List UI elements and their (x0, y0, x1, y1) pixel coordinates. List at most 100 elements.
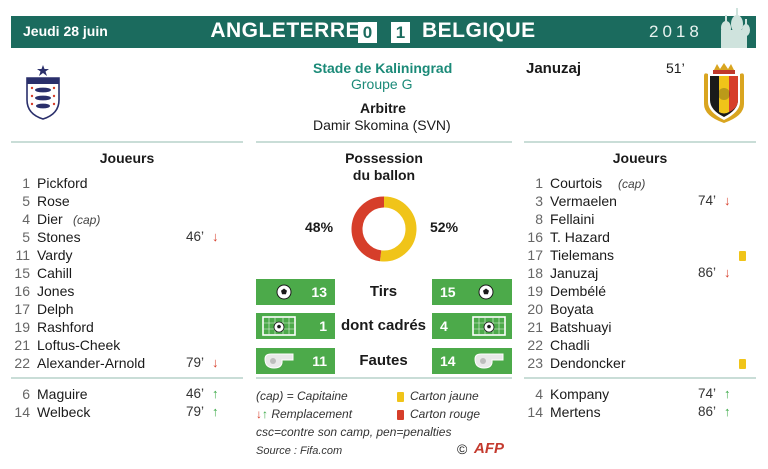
home-stat-box: 1 (256, 313, 335, 339)
player-name: Jones (37, 283, 75, 299)
away-stat-value: 4 (440, 318, 448, 334)
whistle-icon (472, 351, 506, 374)
player-name: Stones (37, 229, 81, 245)
england-crest-icon (26, 65, 60, 120)
player-name: Delph (37, 301, 74, 317)
player-number: 5 (22, 229, 30, 245)
afp-logo: AFP (474, 440, 504, 457)
sub-in-icon: ↑ (724, 386, 731, 401)
player-name: Kompany (550, 386, 610, 402)
sub-out-icon: ↓ (212, 229, 219, 244)
player-number: 19 (527, 283, 543, 299)
player-name: Dendoncker (550, 355, 626, 371)
player-number: 17 (14, 301, 30, 317)
sub-minute: 74’ (698, 193, 717, 208)
sub-in-icon: ↑ (724, 404, 731, 419)
player-name: Tielemans (550, 247, 615, 263)
divider (524, 377, 756, 379)
player-number: 22 (14, 355, 30, 371)
home-players-title: Joueurs (99, 150, 155, 166)
group-name: Groupe G (351, 76, 413, 92)
player-name: Vardy (37, 247, 73, 263)
sub-minute: 86’ (698, 404, 717, 419)
yellow-card-icon (397, 392, 404, 402)
divider (11, 141, 243, 143)
sub-minute: 46’ (186, 229, 205, 244)
away-stat-box: 15 (432, 279, 512, 305)
source-note: Source : Fifa.com (256, 445, 343, 457)
player-number: 23 (527, 355, 543, 371)
ball-icon (478, 284, 494, 303)
player-name: Batshuayi (550, 319, 612, 335)
player-number: 8 (535, 211, 543, 227)
away-score: 1 (391, 22, 410, 43)
home-possession-arc (351, 196, 385, 262)
player-name: Chadli (550, 337, 590, 353)
home-stat-value: 11 (312, 353, 327, 369)
sub-minute: 74’ (698, 386, 717, 401)
sub-out-icon: ↓ (212, 355, 219, 370)
possession-title: Possession du ballon (256, 150, 512, 184)
player-name: Cahill (37, 265, 73, 281)
player-name: Maguire (37, 386, 88, 402)
player-number: 18 (527, 265, 543, 281)
player-name: Rose (37, 193, 70, 209)
player-number: 19 (14, 319, 30, 335)
player-name: Pickford (37, 175, 88, 191)
player-number: 21 (14, 337, 30, 353)
sub-minute: 79’ (186, 404, 205, 419)
possession-donut (351, 196, 417, 262)
sub-out-icon: ↓ (256, 407, 262, 421)
possession-title-line2: du ballon (352, 167, 416, 183)
stat-label: Fautes (359, 352, 408, 369)
player-name: Januzaj (550, 265, 599, 281)
home-team-name: ANGLETERRE (210, 19, 360, 42)
stadium-name: Stade de Kaliningrad (313, 60, 453, 76)
player-number: 1 (22, 175, 30, 191)
whistle-icon (262, 351, 296, 374)
scorer-minute: 51’ (666, 60, 685, 76)
away-players-title: Joueurs (612, 150, 668, 166)
player-number: 14 (14, 404, 30, 420)
referee-name: Damir Skomina (SVN) (313, 117, 451, 133)
home-stat-box: 11 (256, 348, 335, 374)
match-header: Jeudi 28 juin ANGLETERRE 0 1 BELGIQUE 20… (11, 8, 756, 48)
sub-in-icon: ↑ (212, 386, 219, 401)
sub-in-icon: ↑ (212, 404, 219, 419)
player-number: 22 (527, 337, 543, 353)
sub-out-icon: ↓ (724, 193, 731, 208)
sub-minute: 46’ (186, 386, 205, 401)
home-possession-pct: 48% (305, 219, 334, 235)
player-number: 4 (535, 386, 543, 402)
divider (256, 141, 512, 143)
ball-icon (276, 284, 292, 303)
tournament-year: 2018 (649, 22, 703, 41)
yellow-card-icon (739, 251, 746, 261)
player-number: 15 (14, 265, 30, 281)
legend-substitution: ↓↑ Remplacement (256, 407, 352, 421)
away-stat-value: 15 (440, 284, 456, 300)
scorer-name: Januzaj (526, 60, 582, 77)
player-name: Courtois (550, 175, 603, 191)
player-name: Welbeck (37, 404, 91, 420)
legend-substitution-label: Remplacement (271, 407, 353, 421)
kremlin-icon (721, 8, 750, 48)
legend-red-card: Carton rouge (410, 407, 481, 421)
divider (524, 141, 756, 143)
player-number: 14 (527, 404, 543, 420)
possession-title-line1: Possession (345, 150, 423, 166)
player-name: Rashford (37, 319, 94, 335)
sub-minute: 79’ (186, 355, 205, 370)
belgium-crest-icon (704, 63, 744, 123)
away-stat-value: 14 (440, 353, 456, 369)
player-number: 20 (527, 301, 543, 317)
divider (256, 377, 512, 379)
sub-minute: 86’ (698, 265, 717, 280)
match-date: Jeudi 28 juin (23, 23, 108, 39)
stat-label: dont cadrés (340, 317, 427, 334)
away-stat-box: 14 (432, 348, 512, 374)
player-number: 4 (22, 211, 30, 227)
home-stat-box: 13 (256, 279, 335, 305)
captain-marker: (cap) (618, 177, 646, 191)
goal-icon (262, 316, 296, 339)
